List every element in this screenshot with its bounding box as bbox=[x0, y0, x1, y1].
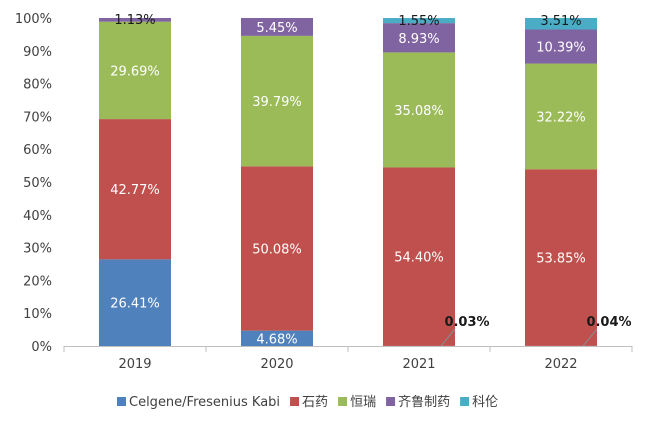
legend-swatch bbox=[117, 397, 126, 406]
legend-entry: 科伦 bbox=[472, 395, 498, 410]
data-label: 35.08% bbox=[394, 104, 444, 119]
y-axis: 0% 10% 20% 30% 40% 50% 60% 70% 80% 90% 100% bbox=[15, 12, 52, 355]
leader-line bbox=[440, 328, 456, 347]
legend-entry: 石药 bbox=[302, 395, 328, 410]
legend-swatch bbox=[460, 397, 470, 406]
legend-entry: 齐鲁制药 bbox=[398, 394, 450, 410]
data-label: 29.69% bbox=[110, 64, 160, 79]
y-tick-label: 50% bbox=[23, 176, 52, 191]
bar-segment bbox=[383, 18, 455, 24]
bar-segment bbox=[241, 166, 313, 331]
leader-line bbox=[582, 328, 598, 347]
bar-segment bbox=[525, 17, 597, 30]
bar-segment bbox=[99, 21, 171, 120]
y-tick-label: 80% bbox=[23, 78, 52, 93]
x-tick-label: 2019 bbox=[118, 357, 151, 372]
legend-entry: 恒瑞 bbox=[350, 395, 376, 410]
data-label: 53.85% bbox=[536, 252, 586, 267]
bar-segment bbox=[99, 119, 171, 260]
x-axis: 2019 2020 2021 2022 bbox=[63, 346, 633, 372]
y-tick-label: 0% bbox=[31, 340, 52, 355]
data-label: 1.13% bbox=[114, 13, 155, 28]
bar-segment bbox=[383, 52, 455, 168]
data-label: 1.55% bbox=[398, 14, 439, 29]
data-label: 0.03% bbox=[444, 315, 489, 330]
y-tick-label: 90% bbox=[23, 45, 52, 60]
bar-segment bbox=[383, 167, 455, 346]
y-tick-label: 70% bbox=[23, 110, 52, 125]
data-label: 3.51% bbox=[540, 14, 581, 29]
x-tick-label: 2022 bbox=[544, 357, 577, 372]
bar-segment bbox=[241, 330, 313, 346]
x-tick-label: 2021 bbox=[402, 357, 435, 372]
bars bbox=[99, 17, 597, 346]
legend: Celgene/Fresenius Kabi 石药 恒瑞 齐鲁制药 科伦 bbox=[117, 394, 498, 410]
y-tick-label: 10% bbox=[23, 307, 52, 322]
y-tick-label: 100% bbox=[15, 12, 52, 27]
y-tick-label: 40% bbox=[23, 209, 52, 224]
bar-segment bbox=[241, 18, 313, 36]
bar-segment bbox=[99, 259, 171, 346]
y-tick-label: 20% bbox=[23, 274, 52, 289]
bar-segment bbox=[383, 23, 455, 53]
bar-segment bbox=[525, 63, 597, 170]
x-tick-label: 2020 bbox=[260, 357, 293, 372]
data-label: 50.08% bbox=[252, 243, 302, 258]
bar-segment bbox=[525, 169, 597, 346]
legend-swatch bbox=[338, 397, 348, 406]
data-label: 42.77% bbox=[110, 183, 160, 198]
data-label: 32.22% bbox=[536, 110, 586, 125]
data-labels: 26.41% 42.77% 29.69% 1.13% 4.68% 50.08% 39.79%… bbox=[110, 13, 631, 347]
y-tick-label: 30% bbox=[23, 242, 52, 257]
data-label: 54.40% bbox=[394, 251, 444, 266]
legend-swatch bbox=[386, 397, 396, 406]
y-tick-label: 60% bbox=[23, 143, 52, 158]
data-label: 4.68% bbox=[256, 332, 297, 347]
data-label: 26.41% bbox=[110, 297, 160, 312]
data-label: 39.79% bbox=[252, 95, 302, 110]
legend-entry: Celgene/Fresenius Kabi bbox=[129, 395, 280, 410]
bar-segment bbox=[525, 29, 597, 64]
bar-segment bbox=[241, 35, 313, 167]
data-label: 5.45% bbox=[256, 21, 297, 36]
data-label: 0.04% bbox=[586, 315, 631, 330]
data-label: 10.39% bbox=[536, 41, 586, 56]
legend-swatch bbox=[290, 397, 300, 406]
data-label: 8.93% bbox=[398, 32, 439, 47]
bar-segment bbox=[99, 18, 171, 22]
